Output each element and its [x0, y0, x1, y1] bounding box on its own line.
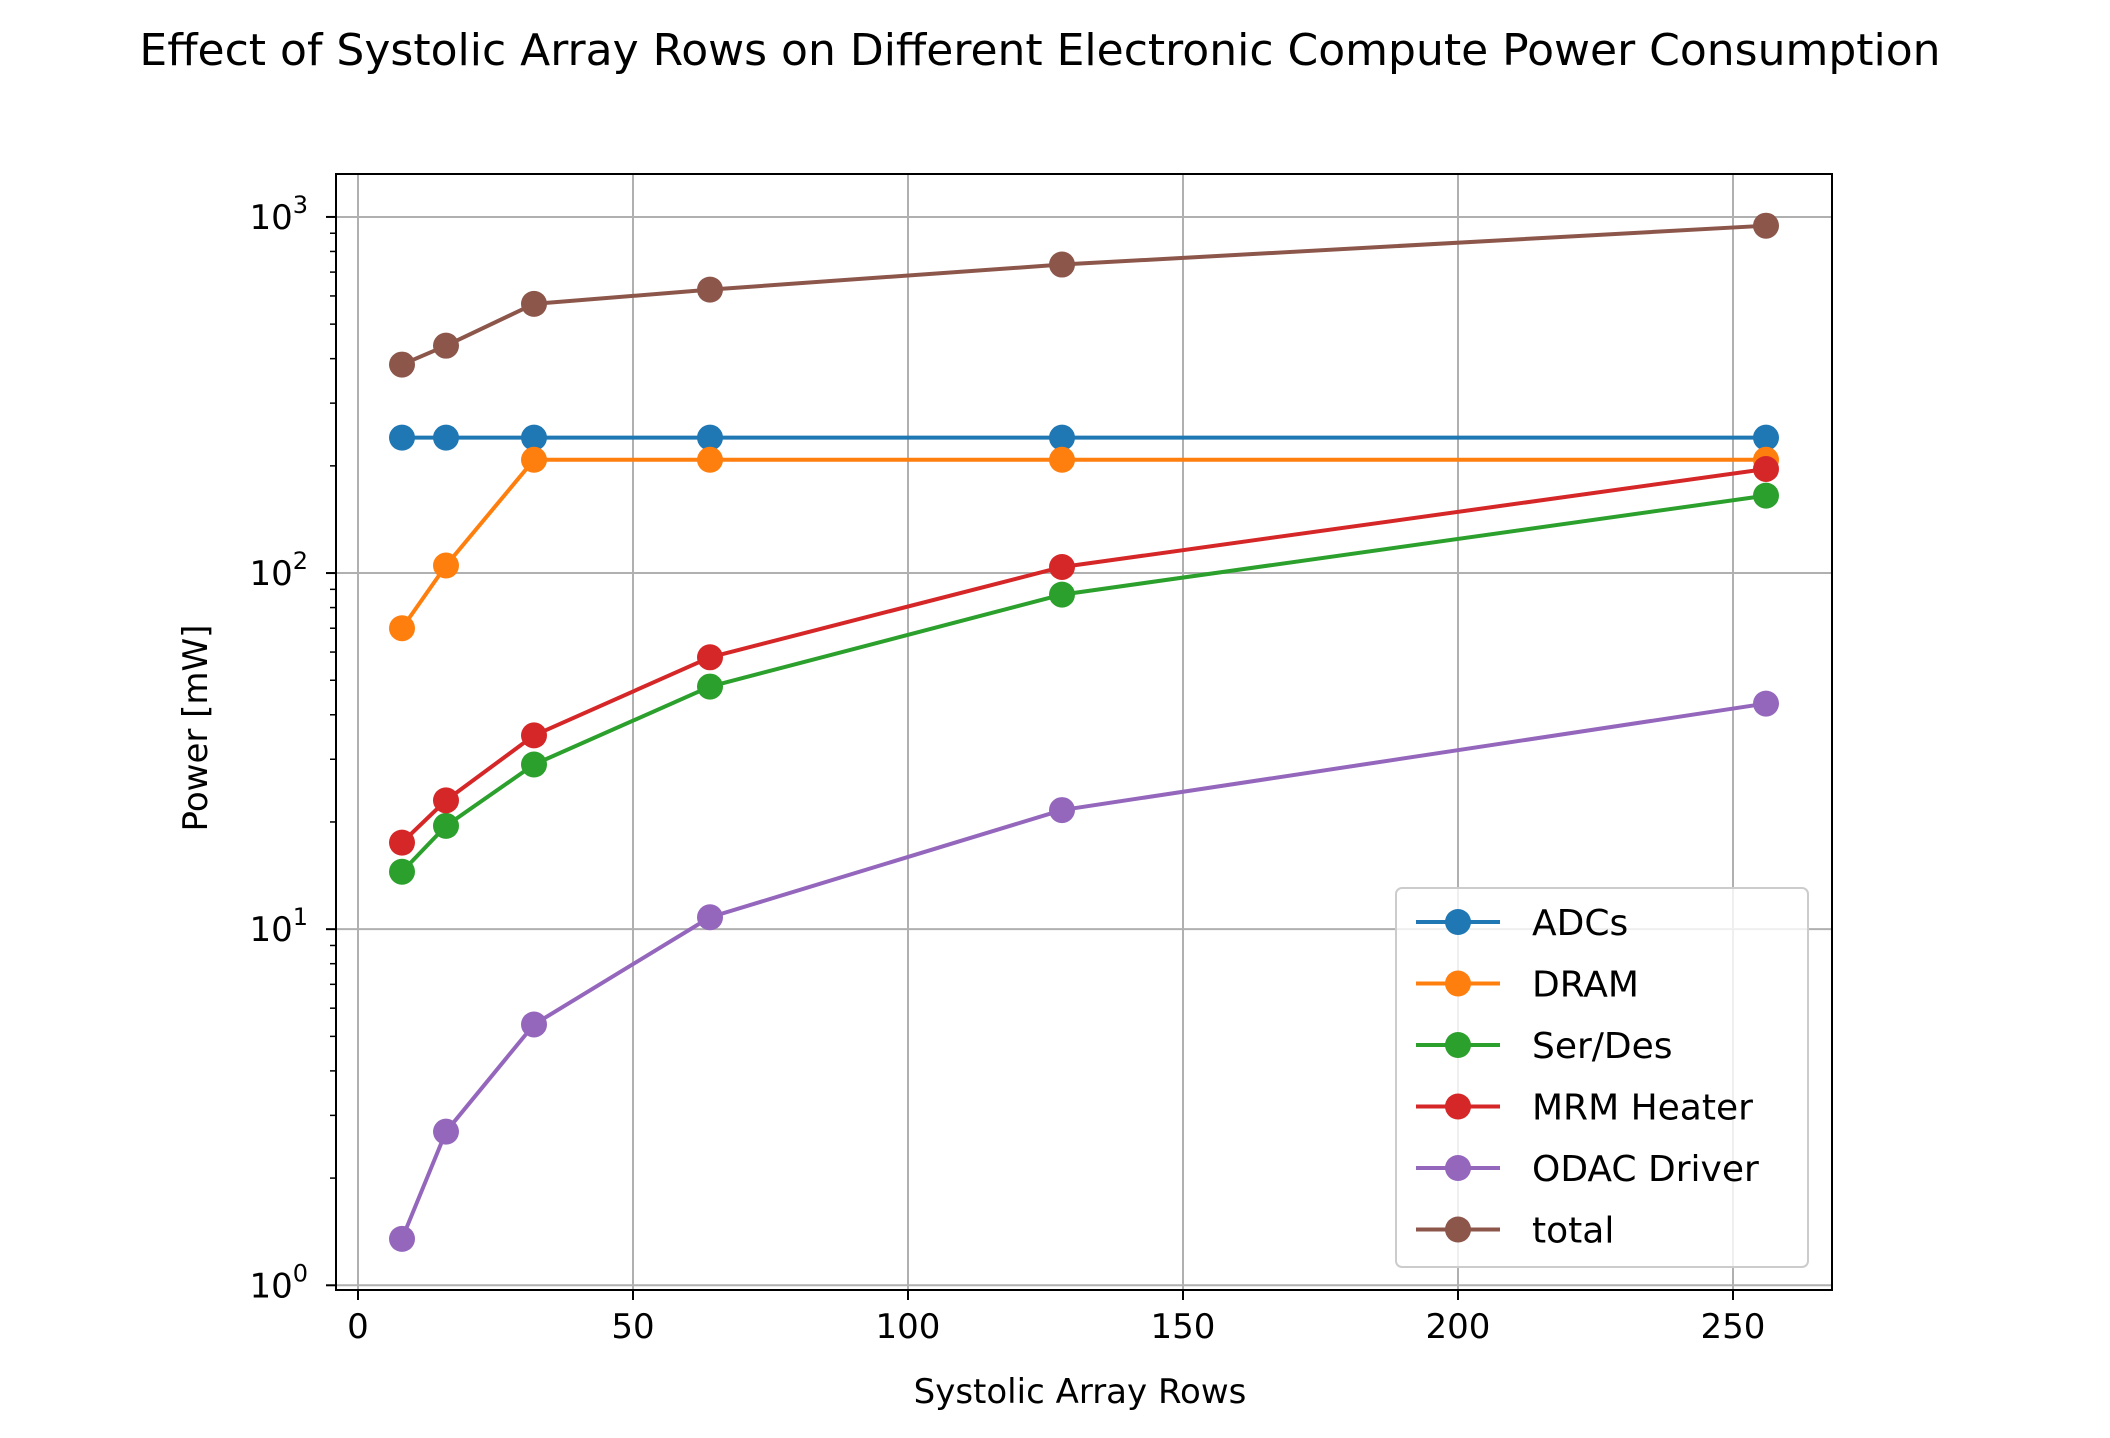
- data-point: [1753, 690, 1779, 717]
- data-point: [389, 615, 415, 642]
- data-point: [1049, 424, 1075, 451]
- grid: [336, 174, 1832, 1290]
- y-axis-label: Power [mW]: [176, 625, 216, 832]
- data-point: [697, 424, 723, 451]
- legend-item: Ser/Des: [1416, 1026, 1673, 1067]
- data-point: [389, 424, 415, 451]
- data-point: [521, 751, 547, 778]
- y-tick-label: 100: [249, 1259, 308, 1306]
- x-tick-label: 150: [1151, 1307, 1216, 1347]
- data-point: [697, 644, 723, 671]
- data-point: [1753, 212, 1779, 239]
- legend: ADCs DRAM Ser/Des MRM Heater ODAC Driver tota…: [1395, 887, 1809, 1268]
- data-point: [1049, 251, 1075, 278]
- data-point: [1753, 424, 1779, 451]
- legend-marker: [1445, 1032, 1471, 1058]
- legend-marker: [1445, 1216, 1471, 1243]
- legend-item: ODAC Driver: [1416, 1149, 1759, 1190]
- data-point: [389, 1225, 415, 1252]
- data-point: [389, 351, 415, 378]
- data-point: [1753, 482, 1779, 509]
- data-point: [521, 424, 547, 451]
- data-point: [389, 858, 415, 885]
- x-tick-label: 50: [611, 1307, 654, 1347]
- data-point: [697, 673, 723, 700]
- legend-label: Ser/Des: [1532, 1026, 1673, 1067]
- data-point: [433, 787, 459, 814]
- legend-marker: [1445, 970, 1471, 997]
- series-odac-driver: [389, 690, 1779, 1252]
- y-tick-label: 103: [249, 191, 308, 238]
- data-point: [521, 1011, 547, 1038]
- x-axis-ticks: 0 50 100 150 200 250: [347, 1290, 1765, 1347]
- legend-item: DRAM: [1416, 965, 1639, 1006]
- series-line: [400, 493, 1767, 874]
- series-ser-des: [389, 482, 1779, 885]
- data-point: [697, 276, 723, 303]
- legend-item: ADCs: [1416, 903, 1628, 944]
- data-point: [433, 1118, 459, 1145]
- legend-item: total: [1416, 1211, 1614, 1252]
- data-point: [1049, 797, 1075, 824]
- x-tick-label: 250: [1701, 1307, 1766, 1347]
- data-point: [433, 332, 459, 359]
- chart-title: Effect of Systolic Array Rows on Differe…: [139, 25, 1940, 76]
- plot-area-frame: [335, 173, 1833, 1291]
- series-adcs: [389, 424, 1779, 451]
- series-mrm-heater: [389, 455, 1779, 856]
- legend-item: MRM Heater: [1416, 1088, 1753, 1129]
- y-tick-label: 101: [249, 903, 308, 950]
- y-axis-ticks: 100 101 102 103: [249, 191, 336, 1306]
- legend-label: DRAM: [1532, 965, 1639, 1006]
- x-tick-label: 100: [876, 1307, 941, 1347]
- data-point: [697, 446, 723, 473]
- x-tick-label: 200: [1426, 1307, 1491, 1347]
- data-point: [1049, 581, 1075, 608]
- data-point: [1049, 446, 1075, 473]
- legend-marker: [1445, 1155, 1471, 1181]
- series-dram: [389, 446, 1779, 642]
- legend-label: ODAC Driver: [1532, 1149, 1759, 1190]
- legend-label: ADCs: [1532, 903, 1628, 944]
- data-point: [389, 829, 415, 856]
- series-line: [400, 457, 1766, 630]
- data-point: [433, 812, 459, 839]
- data-point: [433, 552, 459, 579]
- y-tick-label: 102: [249, 547, 308, 594]
- x-axis-label: Systolic Array Rows: [914, 1372, 1247, 1412]
- legend-marker: [1445, 1093, 1471, 1120]
- series-layer: [389, 212, 1779, 1252]
- legend-label: total: [1532, 1211, 1614, 1252]
- data-point: [697, 904, 723, 931]
- legend-label: MRM Heater: [1532, 1088, 1753, 1129]
- x-tick-label: 0: [347, 1307, 369, 1347]
- data-point: [1753, 455, 1779, 482]
- legend-marker: [1445, 909, 1471, 935]
- data-point: [521, 446, 547, 473]
- data-point: [521, 722, 547, 749]
- data-point: [433, 424, 459, 451]
- series-line: [400, 701, 1767, 1240]
- data-point: [521, 290, 547, 317]
- series-total: [389, 212, 1779, 378]
- data-point: [1049, 553, 1075, 580]
- series-line: [401, 223, 1767, 367]
